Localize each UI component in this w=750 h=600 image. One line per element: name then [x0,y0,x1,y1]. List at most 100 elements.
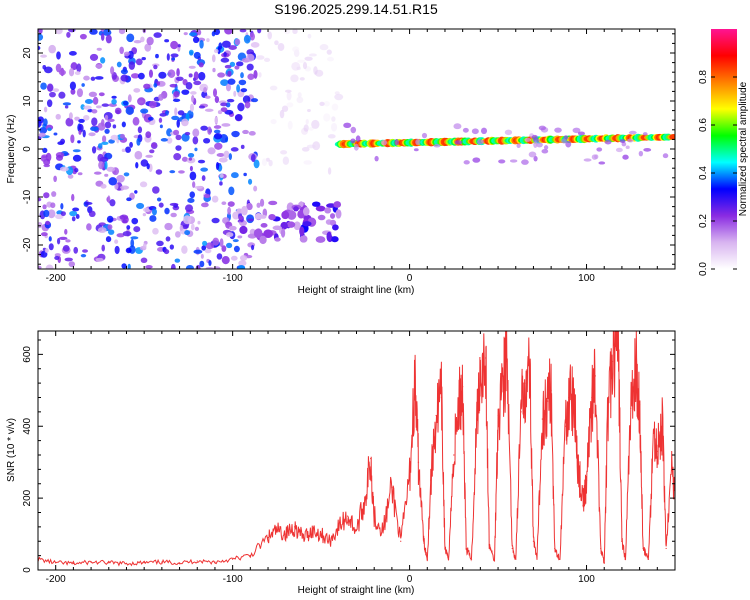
heatmap-cell [591,154,598,160]
heatmap-cell [308,53,317,57]
heatmap-cell [268,214,276,221]
heatmap-cell [104,161,108,170]
heatmap-cell [71,216,76,222]
heatmap-cell [415,138,421,146]
heatmap-cell [217,110,223,115]
heatmap-cell [238,79,247,86]
heatmap-cell [197,29,202,36]
heatmap-cell [308,127,314,131]
heatmap-cell [187,198,195,203]
heatmap-cell [123,172,130,177]
heatmap-cell [536,142,543,148]
heatmap-cell [106,166,116,172]
heatmap-cell [224,29,233,35]
heatmap-cell [297,92,302,98]
snr-data-point [430,479,432,481]
heatmap-cell [250,153,256,163]
heatmap-cell [130,73,140,79]
snr-data-point [497,414,499,417]
heatmap-cell [77,172,83,176]
heatmap-cell [625,145,630,150]
heatmap-cell [212,67,216,73]
heatmap-cell [51,191,57,197]
spectrogram-y-ticks: 20 10 0 -10 -20 [22,33,675,265]
heatmap-cell [219,238,224,248]
heatmap-cell [82,129,86,138]
heatmap-cell [220,57,230,63]
heatmap-cell [108,177,118,186]
colorbar-tick-label: 0.0 [698,262,709,276]
heatmap-cell [152,227,159,235]
snr-data-point [178,562,181,564]
x-tick-label: -200 [46,273,66,284]
heatmap-cell [236,208,243,214]
heatmap-cell [95,105,102,109]
heatmap-cell [163,249,170,255]
heatmap-cell [59,166,69,172]
heatmap-cell [234,38,241,46]
heatmap-cell [137,126,143,134]
heatmap-cell [121,263,127,269]
heatmap-cell [216,153,225,157]
heatmap-cell [149,215,157,222]
heatmap-cell [258,72,262,78]
snr-data-point [232,558,234,560]
heatmap-cell [219,181,223,186]
heatmap-cell [642,132,648,136]
heatmap-cell [170,212,177,218]
snr-data-point [447,558,450,560]
heatmap-cell [208,260,212,267]
snr-data-point [370,457,372,460]
heatmap-cell [197,220,201,225]
heatmap-cell [60,203,64,210]
heatmap-cell [177,110,185,116]
heatmap-cell [260,214,267,219]
heatmap-cell [169,83,178,88]
heatmap-cell [156,81,161,86]
heatmap-cell [476,139,484,145]
heatmap-cell [58,91,66,99]
heatmap-cell [433,143,441,148]
heatmap-cell [107,224,113,230]
heatmap-cell [134,150,143,160]
heatmap-cell [84,99,94,105]
heatmap-cell [42,204,47,210]
heatmap-cell [204,248,212,254]
heatmap-cell [280,221,288,230]
heatmap-cell [152,186,160,194]
heatmap-cell [112,124,117,129]
heatmap-cell [265,157,270,162]
heatmap-cell [133,88,141,93]
heatmap-cell [220,107,228,113]
heatmap-cell [82,249,89,253]
heatmap-cell [100,183,107,189]
heatmap-cell [323,113,331,122]
heatmap-cell [572,127,581,134]
heatmap-cell [68,112,73,120]
heatmap-cell [190,223,195,231]
snr-data-point [536,558,538,560]
heatmap-cell [175,145,182,151]
heatmap-cell [181,245,188,254]
heatmap-cell [286,91,292,101]
heatmap-cell [64,257,73,262]
heatmap-cell [100,33,105,41]
heatmap-cell [93,171,102,175]
heatmap-cell [197,159,206,164]
heatmap-cell [183,215,192,225]
heatmap-cell [171,115,180,121]
snr-y-ticks: 0 200 400 600 [22,339,675,573]
x-tick-label: -200 [46,574,66,585]
heatmap-cell [239,225,248,235]
heatmap-cell [158,71,167,79]
heatmap-cell [169,170,176,174]
heatmap-cell [203,86,208,93]
heatmap-cell [223,51,227,57]
snr-data-point [479,368,481,370]
heatmap-cell [189,171,197,181]
heatmap-cell [246,49,255,56]
heatmap-cell [184,204,194,212]
colorbar-tick-label: 0.2 [698,214,709,228]
heatmap-cell [277,42,285,51]
